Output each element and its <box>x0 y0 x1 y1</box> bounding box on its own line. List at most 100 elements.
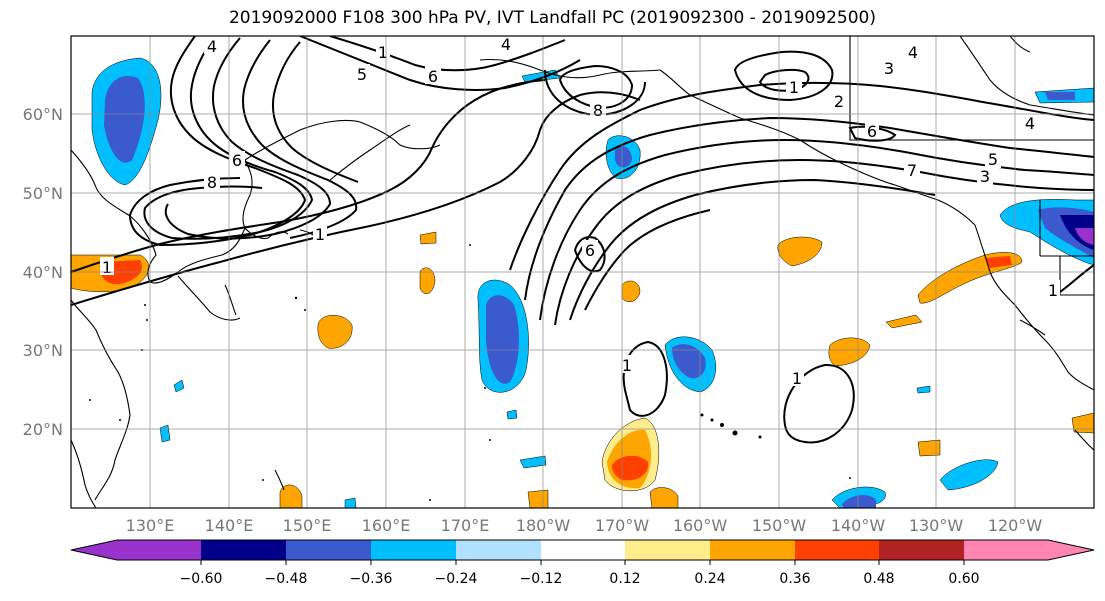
pv-contours <box>71 36 1094 444</box>
lat-label: 30°N <box>23 341 63 360</box>
lon-label: 150°W <box>752 516 807 535</box>
colorbar-cell <box>795 540 879 560</box>
colorbar-tick-label: 0.60 <box>948 571 979 587</box>
contour-label: 6 <box>232 151 242 170</box>
contour-label: 4 <box>908 43 918 62</box>
latitude-labels: 60°N 50°N 40°N 30°N 20°N <box>23 105 63 439</box>
colorbar-cell <box>201 540 286 560</box>
positive-anomaly <box>419 231 437 245</box>
lat-label: 20°N <box>23 420 63 439</box>
lat-label: 40°N <box>23 263 63 282</box>
negative-anomaly <box>939 459 999 491</box>
contour-label: 1 <box>1048 281 1058 300</box>
lon-label: 130°W <box>909 516 964 535</box>
contour-label: 8 <box>593 101 603 120</box>
contour-label: 1 <box>315 225 325 244</box>
positive-anomaly <box>279 484 303 508</box>
positive-anomaly <box>777 236 823 267</box>
contour-label: 4 <box>501 35 511 54</box>
lon-label: 130°E <box>126 516 175 535</box>
negative-anomaly <box>615 145 632 168</box>
negative-anomaly <box>173 379 185 393</box>
contour-label: 6 <box>585 241 595 260</box>
colorbar-tick-label: 0.24 <box>694 571 725 587</box>
negative-anomaly <box>842 495 876 508</box>
contour-label: 2 <box>834 92 844 111</box>
negative-anomaly <box>519 455 547 469</box>
negative-anomaly <box>104 76 145 163</box>
lon-label: 120°W <box>988 516 1043 535</box>
contour-label: 1 <box>789 78 799 97</box>
positive-anomaly <box>1071 412 1094 434</box>
colorbar-tick-label: −0.24 <box>435 571 478 587</box>
colorbar-tick-label: 0.36 <box>779 571 810 587</box>
colorbar-cell <box>710 540 795 560</box>
contour-label: 5 <box>357 65 367 84</box>
lon-label: 150°E <box>283 516 332 535</box>
colorbar-cell <box>456 540 541 560</box>
positive-anomaly <box>612 455 649 481</box>
contour-label: 6 <box>428 67 438 86</box>
colorbar-tick-label: −0.36 <box>350 571 393 587</box>
map-title: 2019092000 F108 300 hPa PV, IVT Landfall… <box>228 8 876 28</box>
lon-label: 170°E <box>441 516 490 535</box>
colorbar-tick-label: −0.48 <box>265 571 308 587</box>
contour-label: 1 <box>622 356 632 375</box>
lon-label: 160°W <box>673 516 728 535</box>
lon-label: 140°W <box>831 516 886 535</box>
positive-anomaly <box>917 439 941 457</box>
negative-anomaly <box>672 344 706 379</box>
lon-label: 180°W <box>516 516 571 535</box>
contour-label: 8 <box>207 173 217 192</box>
colorbar-cell <box>964 540 1094 560</box>
longitude-labels: 130°E 140°E 150°E 160°E 170°E 180°W 170°… <box>126 516 1043 535</box>
colorbar-cell <box>879 540 964 560</box>
positive-anomaly <box>317 315 353 349</box>
lon-label: 140°E <box>205 516 254 535</box>
negative-anomaly <box>1075 228 1094 245</box>
contour-label: 5 <box>988 150 998 169</box>
positive-anomaly <box>885 314 923 329</box>
positive-anomaly <box>621 280 641 303</box>
contour-label: 3 <box>980 167 990 186</box>
gridlines <box>71 36 1094 508</box>
contour-label: 6 <box>867 122 877 141</box>
negative-anomaly <box>916 385 931 394</box>
colorbar-tick-label: −0.12 <box>520 571 563 587</box>
negative-anomaly <box>486 295 519 384</box>
contour-label: 1 <box>378 43 388 62</box>
colorbar-cell <box>71 540 201 560</box>
contour-label: 1 <box>792 369 802 388</box>
positive-anomaly <box>985 256 1012 268</box>
contour-label: 4 <box>207 37 217 56</box>
colorbar-cell <box>541 540 625 560</box>
positive-anomaly <box>419 267 436 295</box>
colorbar-outline <box>70 539 1095 561</box>
map-content: 4 1 4 5 6 8 1 2 3 4 4 6 5 3 7 6 8 1 6 1 … <box>71 35 1094 508</box>
negative-anomaly <box>159 424 171 443</box>
anomaly-shading <box>71 57 1094 508</box>
negative-anomaly <box>344 497 357 508</box>
contour-labels: 4 1 4 5 6 8 1 2 3 4 4 6 5 3 7 6 8 1 6 1 … <box>100 35 1060 388</box>
colorbar-tick-label: 0.12 <box>609 571 640 587</box>
lat-label: 50°N <box>23 184 63 203</box>
lon-label: 170°W <box>595 516 650 535</box>
colorbar-cell <box>286 540 371 560</box>
negative-anomaly <box>506 409 518 420</box>
contour-label: 1 <box>102 258 112 277</box>
colorbar: −0.60 −0.48 −0.36 −0.24 −0.12 0.12 0.24 … <box>70 539 1095 587</box>
colorbar-cell <box>625 540 710 560</box>
colorbar-tick-label: 0.48 <box>863 571 894 587</box>
colorbar-tick-label: −0.60 <box>180 571 223 587</box>
contour-label: 3 <box>884 59 894 78</box>
map-frame <box>70 35 1095 509</box>
contour-label: 4 <box>1025 114 1035 133</box>
positive-anomaly <box>649 487 679 508</box>
positive-anomaly <box>527 489 549 508</box>
lat-label: 60°N <box>23 105 63 124</box>
negative-anomaly <box>1045 92 1075 100</box>
contour-label: 7 <box>907 161 917 180</box>
lon-label: 160°E <box>362 516 411 535</box>
colorbar-cell <box>371 540 456 560</box>
